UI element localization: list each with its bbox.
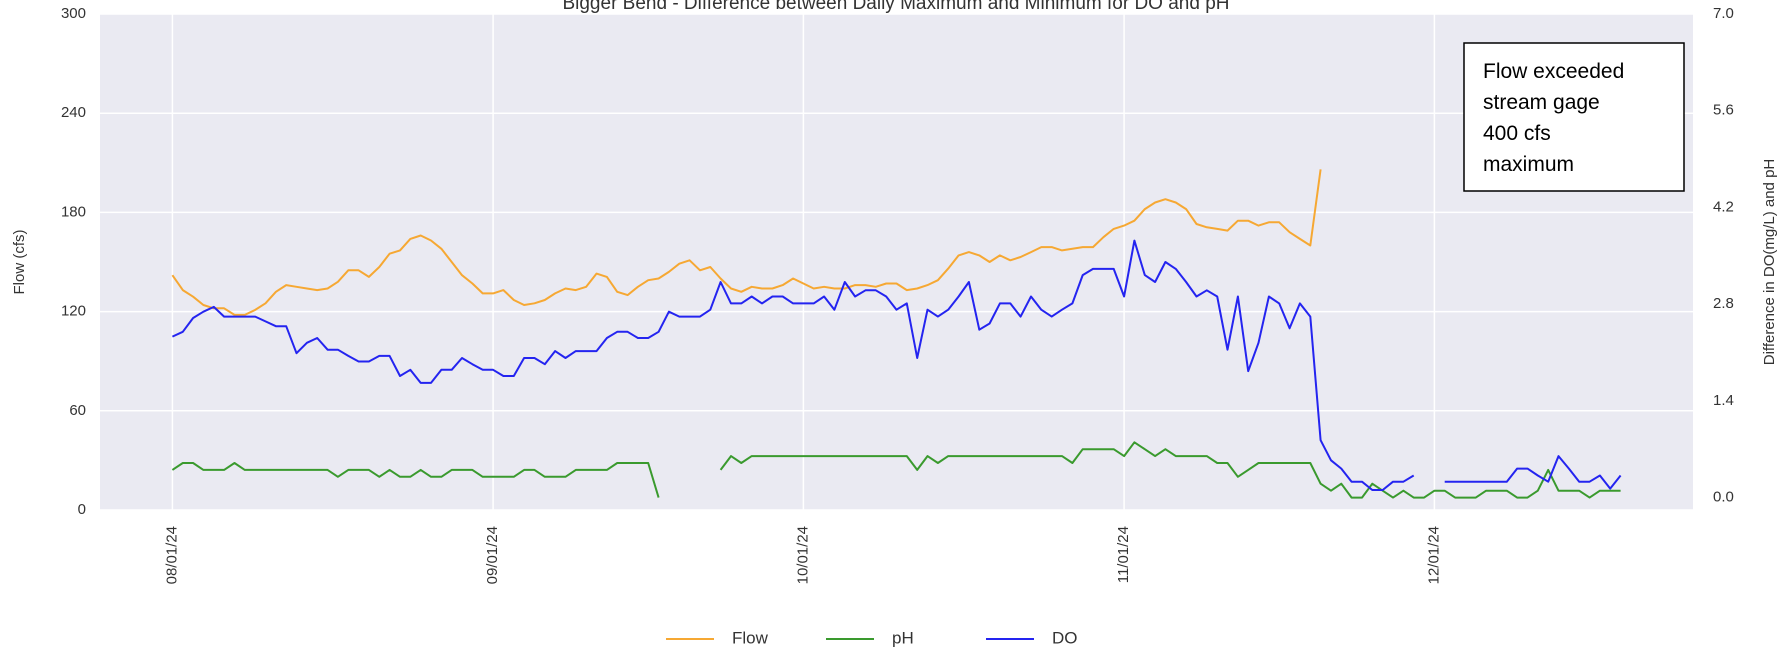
legend-label: Flow: [732, 628, 769, 647]
y2-tick-label: 0.0: [1713, 489, 1734, 506]
x-tick-label: 08/01/24: [163, 526, 180, 584]
annotation-text: Flow exceeded: [1483, 60, 1624, 83]
series-line: [171, 239, 1622, 491]
y2-tick-label: 4.2: [1713, 198, 1734, 215]
annotation-box: [1463, 42, 1685, 192]
series-line: [171, 169, 1322, 316]
y-tick-label: 240: [61, 104, 86, 121]
series-line: [171, 441, 1621, 499]
y2-axis-title: Difference in DO(mg/L) and pH: [1761, 159, 1778, 365]
legend-label: pH: [892, 628, 914, 647]
y-tick-label: 120: [61, 303, 86, 320]
y2-tick-label: 7.0: [1713, 5, 1734, 22]
y-tick-label: 60: [69, 402, 86, 419]
x-tick-label: 09/01/24: [484, 526, 501, 584]
y-tick-label: 300: [61, 5, 86, 22]
x-tick-label: 12/01/24: [1425, 526, 1442, 584]
annotation-text: stream gage: [1483, 91, 1600, 114]
annotation-text: maximum: [1483, 153, 1574, 176]
y-axis-title: Flow (cfs): [11, 230, 28, 295]
y-tick-label: 180: [61, 203, 86, 220]
x-tick-label: 10/01/24: [794, 526, 811, 584]
y-tick-label: 0: [78, 501, 86, 518]
annotation-text: 400 cfs: [1483, 122, 1551, 145]
legend-label: DO: [1052, 628, 1078, 647]
y2-tick-label: 5.6: [1713, 102, 1734, 119]
y2-tick-label: 1.4: [1713, 392, 1734, 409]
chart-title: Bigger Bend - Difference between Daily M…: [562, 0, 1229, 14]
y2-tick-label: 2.8: [1713, 295, 1734, 312]
plot-area: [100, 14, 1693, 510]
x-tick-label: 11/01/24: [1115, 526, 1132, 583]
